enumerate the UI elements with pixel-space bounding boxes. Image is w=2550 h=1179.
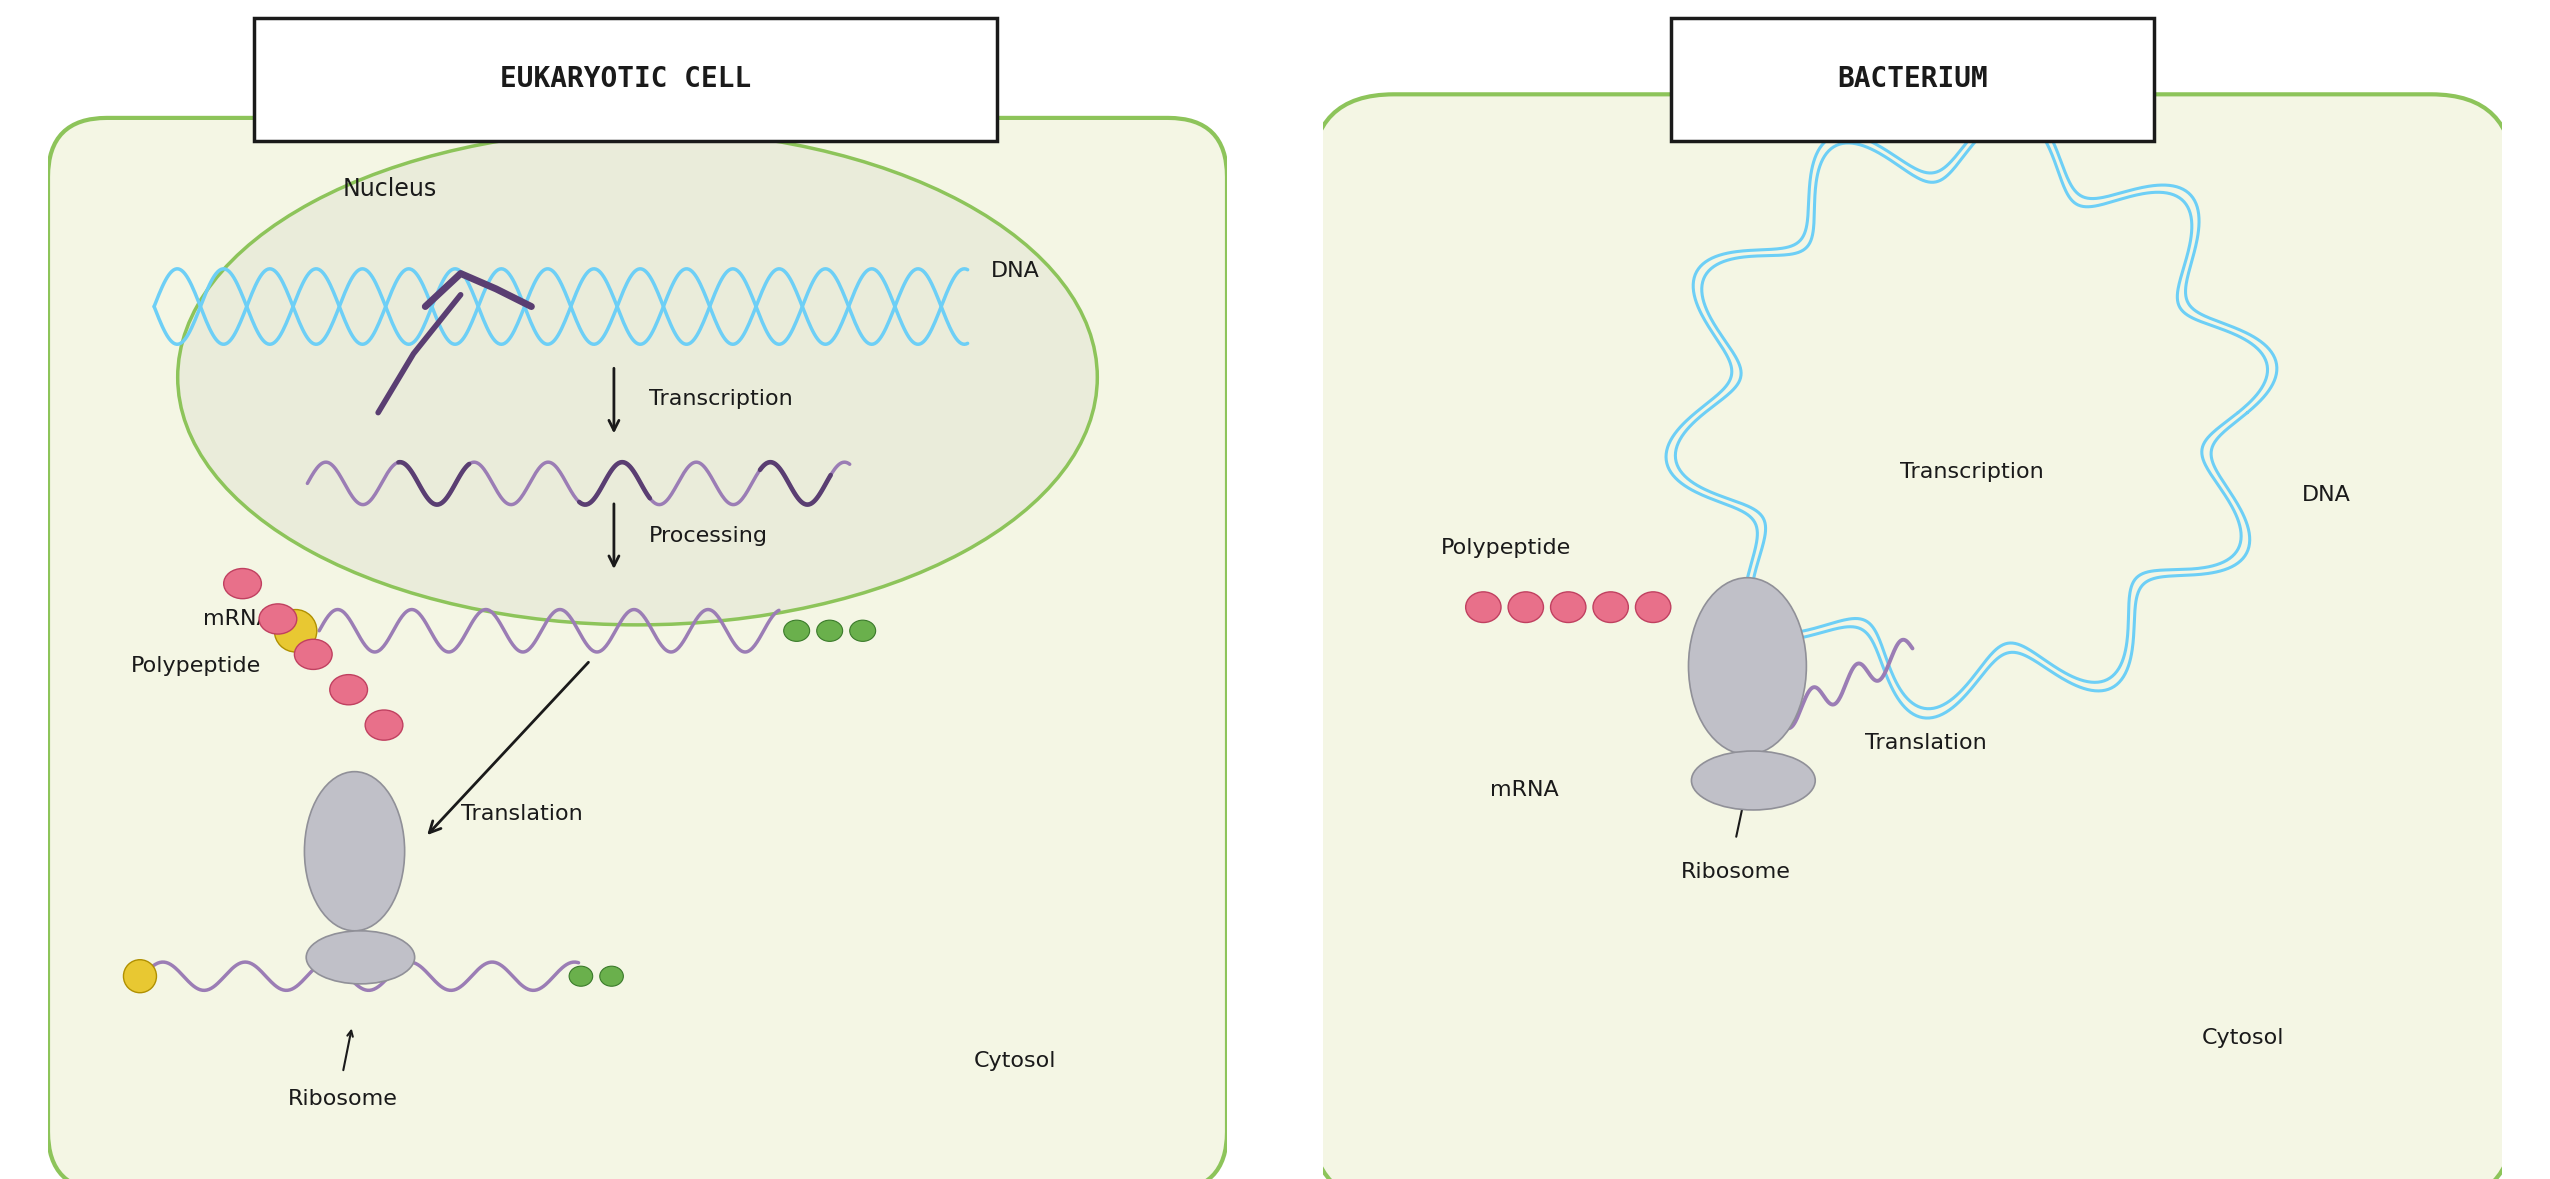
Text: Cytosol: Cytosol xyxy=(2201,1028,2285,1047)
Ellipse shape xyxy=(816,620,842,641)
Ellipse shape xyxy=(1507,592,1543,623)
Ellipse shape xyxy=(849,620,875,641)
Text: mRNA: mRNA xyxy=(1489,780,1558,799)
Ellipse shape xyxy=(303,771,405,931)
Ellipse shape xyxy=(599,967,622,986)
Ellipse shape xyxy=(260,604,296,634)
Text: BACTERIUM: BACTERIUM xyxy=(1836,65,1989,93)
Text: Polypeptide: Polypeptide xyxy=(130,657,260,676)
Text: Translation: Translation xyxy=(1867,733,1986,752)
Ellipse shape xyxy=(329,674,367,705)
Ellipse shape xyxy=(1688,578,1805,755)
Text: Cytosol: Cytosol xyxy=(974,1052,1056,1071)
Ellipse shape xyxy=(1594,592,1629,623)
Circle shape xyxy=(122,960,156,993)
Ellipse shape xyxy=(365,710,403,740)
Ellipse shape xyxy=(224,568,263,599)
FancyBboxPatch shape xyxy=(48,118,1227,1179)
Text: Nucleus: Nucleus xyxy=(342,177,436,200)
Ellipse shape xyxy=(293,639,332,670)
Ellipse shape xyxy=(1635,592,1670,623)
Text: DNA: DNA xyxy=(992,262,1040,281)
Ellipse shape xyxy=(783,620,811,641)
Text: EUKARYOTIC CELL: EUKARYOTIC CELL xyxy=(500,65,752,93)
Text: Ribosome: Ribosome xyxy=(1680,863,1790,882)
FancyBboxPatch shape xyxy=(1311,94,2514,1179)
Text: mRNA: mRNA xyxy=(204,610,273,628)
FancyBboxPatch shape xyxy=(1670,18,2155,141)
Ellipse shape xyxy=(1466,592,1502,623)
Text: DNA: DNA xyxy=(2303,486,2351,505)
Text: Transcription: Transcription xyxy=(650,389,793,408)
Text: Polypeptide: Polypeptide xyxy=(1441,539,1571,558)
Circle shape xyxy=(275,610,316,652)
Ellipse shape xyxy=(179,130,1096,625)
Text: Transcription: Transcription xyxy=(1900,462,2043,481)
FancyBboxPatch shape xyxy=(255,18,997,141)
Ellipse shape xyxy=(569,967,592,986)
Text: Ribosome: Ribosome xyxy=(288,1089,398,1108)
Text: Processing: Processing xyxy=(650,527,768,546)
Text: Translation: Translation xyxy=(462,804,581,823)
Ellipse shape xyxy=(1550,592,1586,623)
Ellipse shape xyxy=(306,931,416,983)
Ellipse shape xyxy=(1691,751,1816,810)
